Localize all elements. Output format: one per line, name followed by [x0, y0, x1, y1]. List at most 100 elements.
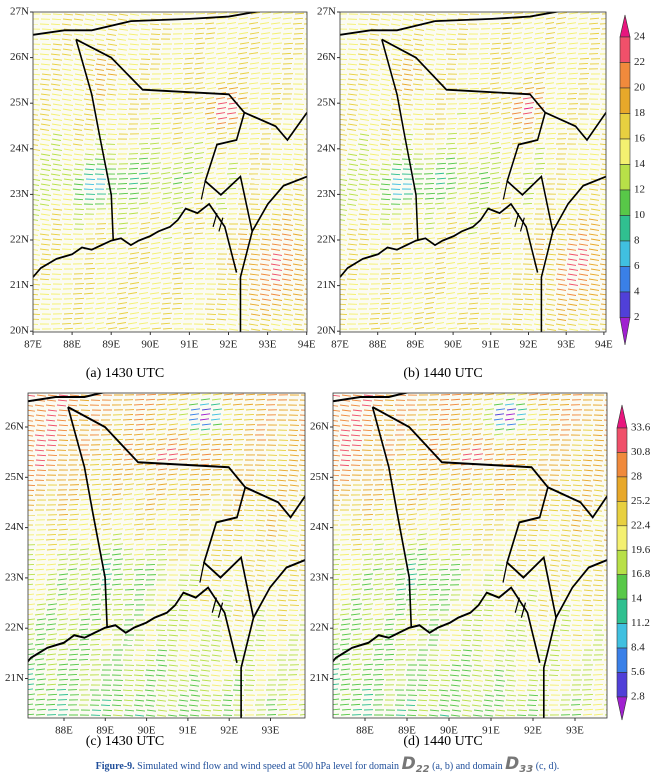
wind-streak [469, 207, 480, 210]
wind-streak [46, 444, 57, 447]
wind-streak [243, 403, 254, 406]
wind-streak [222, 654, 233, 657]
wind-streak [478, 172, 489, 175]
wind-streak [254, 509, 265, 512]
wind-streak [401, 277, 412, 280]
wind-streak [579, 223, 590, 226]
wind-streak [277, 549, 288, 552]
wind-streak [381, 148, 392, 151]
wind-streak [80, 573, 91, 576]
wind-streak [171, 187, 182, 190]
wind-streak [144, 448, 155, 451]
wind-streak [94, 322, 105, 325]
wind-streak [392, 13, 403, 16]
wind-streak [370, 88, 381, 91]
wind-streak [156, 428, 167, 431]
wind-streak [166, 614, 177, 617]
wind-streak [46, 429, 57, 432]
wind-streak [179, 514, 190, 516]
wind-streak [368, 188, 379, 191]
wind-streak [556, 77, 567, 80]
wind-streak [292, 323, 303, 326]
wind-streak [94, 98, 105, 101]
map-frame [339, 11, 607, 333]
wind-streak [156, 639, 167, 642]
wind-streak [45, 419, 56, 422]
wind-streak [283, 193, 294, 196]
wind-streak [502, 102, 513, 105]
wind-streak [226, 37, 237, 40]
wind-streak [155, 493, 166, 496]
wind-streak [292, 308, 303, 311]
wind-streak [469, 162, 480, 165]
wind-streak [435, 33, 446, 36]
wind-streak [370, 223, 381, 226]
wind-streak [205, 107, 216, 110]
wind-streak [489, 67, 500, 70]
wind-streak [250, 57, 261, 60]
wind-streak [522, 293, 533, 296]
wind-streak [33, 144, 39, 146]
wind-streak [217, 42, 228, 45]
wind-streak [590, 163, 601, 166]
wind-streak [160, 127, 171, 130]
wind-streak [172, 122, 183, 125]
wind-streak [265, 524, 276, 527]
wind-streak [182, 82, 193, 85]
wind-streak [447, 162, 458, 165]
wind-streak [46, 578, 57, 581]
wind-streak [83, 322, 94, 325]
wind-streak [436, 282, 447, 285]
wind-streak [178, 684, 189, 687]
wind-streak [512, 228, 523, 230]
wind-streak [74, 88, 85, 91]
wind-streak [282, 258, 293, 261]
wind-streak [41, 268, 52, 271]
wind-streak [588, 37, 599, 40]
wind-streak [348, 58, 359, 61]
wind-streak [260, 228, 271, 231]
wind-streak [425, 312, 436, 315]
wind-streak [545, 32, 556, 35]
wind-streak [513, 87, 524, 90]
wind-streak [403, 133, 414, 136]
wind-streak [271, 243, 282, 246]
wind-streak [206, 87, 217, 90]
wind-streak [511, 82, 522, 85]
wind-streak [140, 222, 151, 225]
wind-streak [117, 63, 128, 66]
wind-streak [83, 307, 94, 310]
wind-streak [74, 73, 85, 76]
wind-streak [199, 689, 210, 692]
wind-streak [413, 108, 424, 111]
wind-streak [145, 443, 156, 446]
wind-streak [129, 58, 140, 61]
wind-streak [95, 108, 106, 111]
wind-streak [129, 162, 140, 165]
wind-streak [434, 232, 445, 235]
wind-streak [195, 177, 206, 180]
wind-streak [500, 112, 511, 115]
wind-streak [116, 292, 127, 295]
wind-streak [111, 508, 122, 511]
wind-streak [166, 674, 177, 677]
wind-streak [123, 684, 134, 687]
wind-streak [116, 262, 127, 265]
wind-streak [359, 193, 370, 196]
wind-streak [102, 543, 113, 546]
wind-streak [370, 327, 381, 330]
wind-streak [556, 288, 567, 291]
wind-streak [289, 544, 300, 547]
wind-streak [107, 43, 118, 46]
wind-streak [502, 117, 513, 120]
wind-streak [423, 98, 434, 101]
wind-streak [189, 398, 200, 401]
wind-streak [206, 72, 217, 75]
wind-streak [78, 568, 89, 571]
wind-streak [239, 313, 250, 316]
wind-streak [39, 158, 50, 161]
wind-streak [590, 253, 601, 256]
wind-streak [370, 148, 381, 151]
wind-streak [84, 153, 95, 156]
wind-streak [392, 327, 403, 330]
